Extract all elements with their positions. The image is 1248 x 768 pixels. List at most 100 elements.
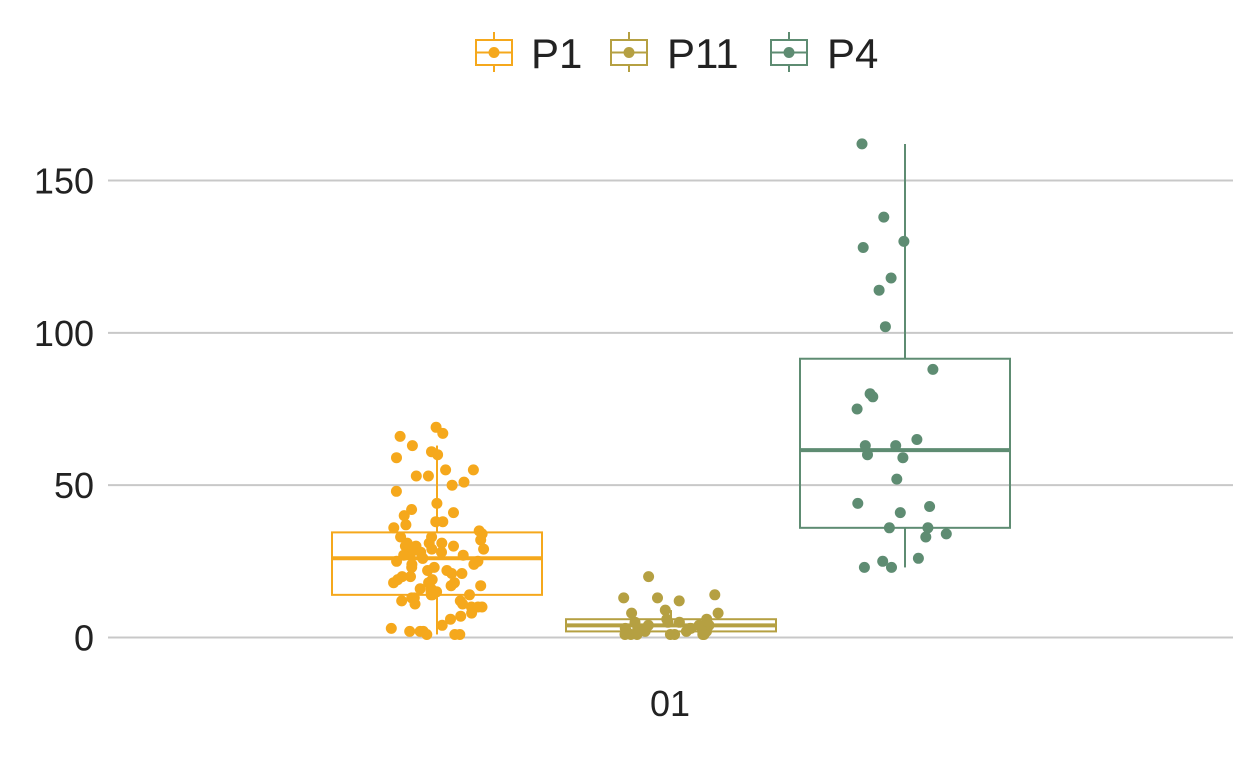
- y-axis: 0 50 100 150: [34, 161, 94, 659]
- legend-key-point: [623, 47, 635, 58]
- y-tick-label: 0: [74, 618, 94, 659]
- data-point: [454, 629, 466, 640]
- legend-item-P4: P4: [770, 30, 878, 77]
- data-point: [912, 552, 924, 564]
- data-point: [857, 242, 869, 253]
- data-point: [698, 629, 710, 640]
- data-point: [891, 473, 903, 485]
- data-point: [400, 519, 412, 531]
- data-point: [464, 589, 475, 601]
- data-point: [886, 561, 897, 573]
- y-tick-label: 150: [34, 161, 94, 202]
- jitter-points: [385, 138, 952, 640]
- data-point: [467, 464, 479, 476]
- data-point: [456, 568, 468, 579]
- box-P4: [799, 143, 1011, 568]
- data-point: [680, 625, 692, 637]
- data-point: [626, 607, 638, 619]
- points-P4: [851, 138, 952, 573]
- data-point: [927, 363, 939, 375]
- legend: P1 P11 P4: [475, 30, 878, 77]
- data-point: [410, 470, 422, 482]
- data-point: [432, 449, 444, 461]
- data-point: [898, 235, 910, 247]
- data-point: [436, 537, 448, 549]
- data-point: [673, 595, 685, 607]
- data-point: [405, 571, 416, 583]
- data-point: [406, 440, 418, 452]
- data-point: [421, 629, 433, 640]
- data-point: [643, 571, 655, 583]
- data-point: [394, 430, 406, 442]
- data-point: [920, 531, 932, 543]
- x-tick-label: 01: [650, 683, 690, 724]
- data-point: [457, 598, 469, 610]
- data-point: [673, 616, 685, 628]
- data-point: [468, 558, 480, 570]
- data-point: [446, 568, 458, 579]
- data-point: [631, 629, 643, 640]
- data-point: [859, 440, 871, 452]
- data-point: [430, 516, 442, 528]
- data-point: [911, 434, 923, 445]
- data-point: [619, 629, 631, 640]
- data-point: [885, 272, 897, 284]
- points-P11: [618, 571, 724, 640]
- data-point: [440, 464, 452, 476]
- data-point: [883, 522, 895, 534]
- data-point: [388, 577, 400, 589]
- data-point: [437, 427, 449, 439]
- legend-label: P11: [667, 30, 739, 77]
- data-point: [894, 507, 906, 519]
- data-point: [445, 580, 457, 592]
- data-point: [890, 440, 902, 452]
- data-point: [385, 622, 397, 634]
- box-P1: [331, 445, 543, 635]
- data-point: [466, 607, 478, 619]
- data-point: [852, 497, 864, 509]
- data-point: [422, 565, 434, 576]
- data-point: [391, 555, 403, 567]
- data-point: [414, 583, 426, 595]
- data-point: [431, 497, 443, 509]
- data-point: [436, 619, 448, 631]
- data-point: [406, 561, 418, 573]
- data-point: [662, 616, 674, 628]
- data-point: [448, 507, 459, 519]
- legend-item-P11: P11: [610, 30, 739, 77]
- data-point: [940, 528, 952, 540]
- data-point: [404, 625, 416, 637]
- data-point: [398, 510, 410, 522]
- y-tick-label: 100: [34, 313, 94, 354]
- data-point: [445, 613, 456, 625]
- data-point: [652, 592, 663, 604]
- data-point: [475, 534, 487, 546]
- data-point: [448, 540, 459, 552]
- legend-label: P1: [531, 30, 582, 77]
- data-point: [409, 598, 421, 610]
- data-point: [897, 452, 909, 464]
- legend-item-P1: P1: [475, 30, 582, 77]
- data-point: [426, 543, 438, 555]
- data-point: [388, 522, 400, 534]
- data-point: [417, 552, 429, 564]
- data-point: [924, 501, 936, 512]
- data-point: [478, 543, 490, 555]
- data-point: [664, 629, 676, 640]
- y-tick-label: 50: [54, 465, 94, 506]
- data-point: [391, 452, 402, 464]
- data-point: [851, 403, 863, 415]
- box-rect: [799, 357, 1011, 529]
- data-point: [455, 610, 467, 622]
- points-P1: [385, 421, 490, 640]
- data-point: [867, 391, 879, 403]
- legend-key-point: [783, 47, 795, 58]
- data-point: [709, 589, 721, 601]
- data-point: [406, 504, 418, 515]
- data-point: [436, 546, 447, 558]
- data-point: [922, 522, 934, 534]
- data-point: [422, 470, 434, 482]
- data-point: [862, 449, 873, 461]
- boxes: [331, 143, 1011, 635]
- data-point: [475, 580, 487, 592]
